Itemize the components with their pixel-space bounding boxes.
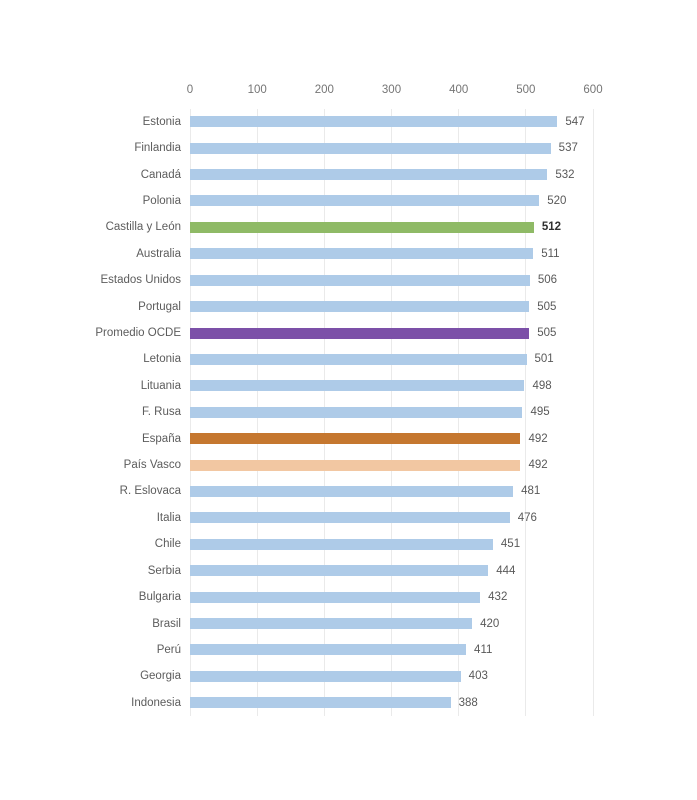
bar-espa-a <box>190 433 521 445</box>
category-label: R. Eslovaca <box>119 485 181 498</box>
bar-indonesia <box>190 697 451 709</box>
bar-finlandia <box>190 142 551 154</box>
value-label: 506 <box>537 274 558 287</box>
x-axis-tick-label: 300 <box>381 84 402 96</box>
x-axis-tick-label: 500 <box>516 84 536 96</box>
bar-castilla-y-le-n <box>190 221 534 233</box>
value-label: 432 <box>488 591 508 604</box>
category-label: Polonia <box>142 194 181 207</box>
value-label: 511 <box>541 247 560 260</box>
category-label: Lituania <box>140 379 181 392</box>
bar-estados-unidos <box>190 274 530 286</box>
category-label: España <box>141 432 181 445</box>
category-label: Castilla y León <box>105 221 181 234</box>
bar-f-rusa <box>190 406 523 418</box>
bar-per- <box>190 644 467 656</box>
value-label: 505 <box>537 300 557 313</box>
bar-bulgaria <box>190 591 481 603</box>
category-label: País Vasco <box>123 459 181 472</box>
value-label: 451 <box>500 538 521 551</box>
value-label: 481 <box>521 485 541 498</box>
category-label: Letonia <box>143 353 181 366</box>
bar-georgia <box>190 670 461 682</box>
category-label: Australia <box>136 247 181 260</box>
value-label: 492 <box>528 459 548 472</box>
category-label: Promedio OCDE <box>95 327 181 339</box>
category-label: Perú <box>156 643 181 656</box>
bar-polonia <box>190 195 540 207</box>
bar-chile <box>190 538 493 550</box>
category-label: Italia <box>156 511 181 524</box>
bar-brasil <box>190 618 473 630</box>
value-label: 388 <box>458 696 478 709</box>
bar-serbia <box>190 565 489 577</box>
value-label: 403 <box>468 670 488 683</box>
bar-promedio-ocde <box>190 327 530 339</box>
value-label: 537 <box>558 142 578 155</box>
category-label: Bulgaria <box>138 591 181 604</box>
category-label: Georgia <box>140 670 181 683</box>
value-label: 420 <box>480 617 500 630</box>
x-axis-tick-label: 0 <box>186 84 194 96</box>
category-label: Estados Unidos <box>100 274 181 287</box>
category-label: Chile <box>154 538 181 551</box>
value-label: 501 <box>534 353 554 366</box>
category-label: Indonesia <box>131 696 181 709</box>
bar-canad- <box>190 169 548 181</box>
bar-lituania <box>190 380 525 392</box>
category-label: Brasil <box>152 617 181 630</box>
value-label: 444 <box>496 564 516 577</box>
x-axis-tick-label: 100 <box>247 84 267 96</box>
category-label: F. Rusa <box>142 406 181 419</box>
category-label: Serbia <box>147 564 181 577</box>
category-label: Estonia <box>142 115 181 128</box>
bar-letonia <box>190 353 527 365</box>
x-axis-tick-label: 600 <box>583 84 603 96</box>
gridline <box>592 108 594 716</box>
value-label: 492 <box>528 432 548 445</box>
value-label: 512 <box>541 221 562 234</box>
value-label: 411 <box>474 643 493 656</box>
category-label: Canadá <box>140 168 181 181</box>
bar-australia <box>190 248 534 260</box>
value-label: 532 <box>555 168 575 181</box>
bar-italia <box>190 512 510 524</box>
bar-pa-s-vasco <box>190 459 521 471</box>
value-label: 547 <box>565 115 585 128</box>
category-label: Finlandia <box>134 142 181 155</box>
value-label: 495 <box>530 406 550 419</box>
value-label: 505 <box>537 327 557 339</box>
bar-r-eslovaca <box>190 485 514 497</box>
bar-estonia <box>190 116 558 128</box>
x-axis-tick-label: 400 <box>449 84 469 96</box>
value-label: 520 <box>547 194 567 207</box>
x-axis-tick-label: 200 <box>314 84 334 96</box>
gridline <box>525 108 527 716</box>
value-label: 476 <box>517 511 537 524</box>
value-label: 498 <box>532 379 552 392</box>
bar-portugal <box>190 301 530 313</box>
category-label: Portugal <box>138 300 181 313</box>
